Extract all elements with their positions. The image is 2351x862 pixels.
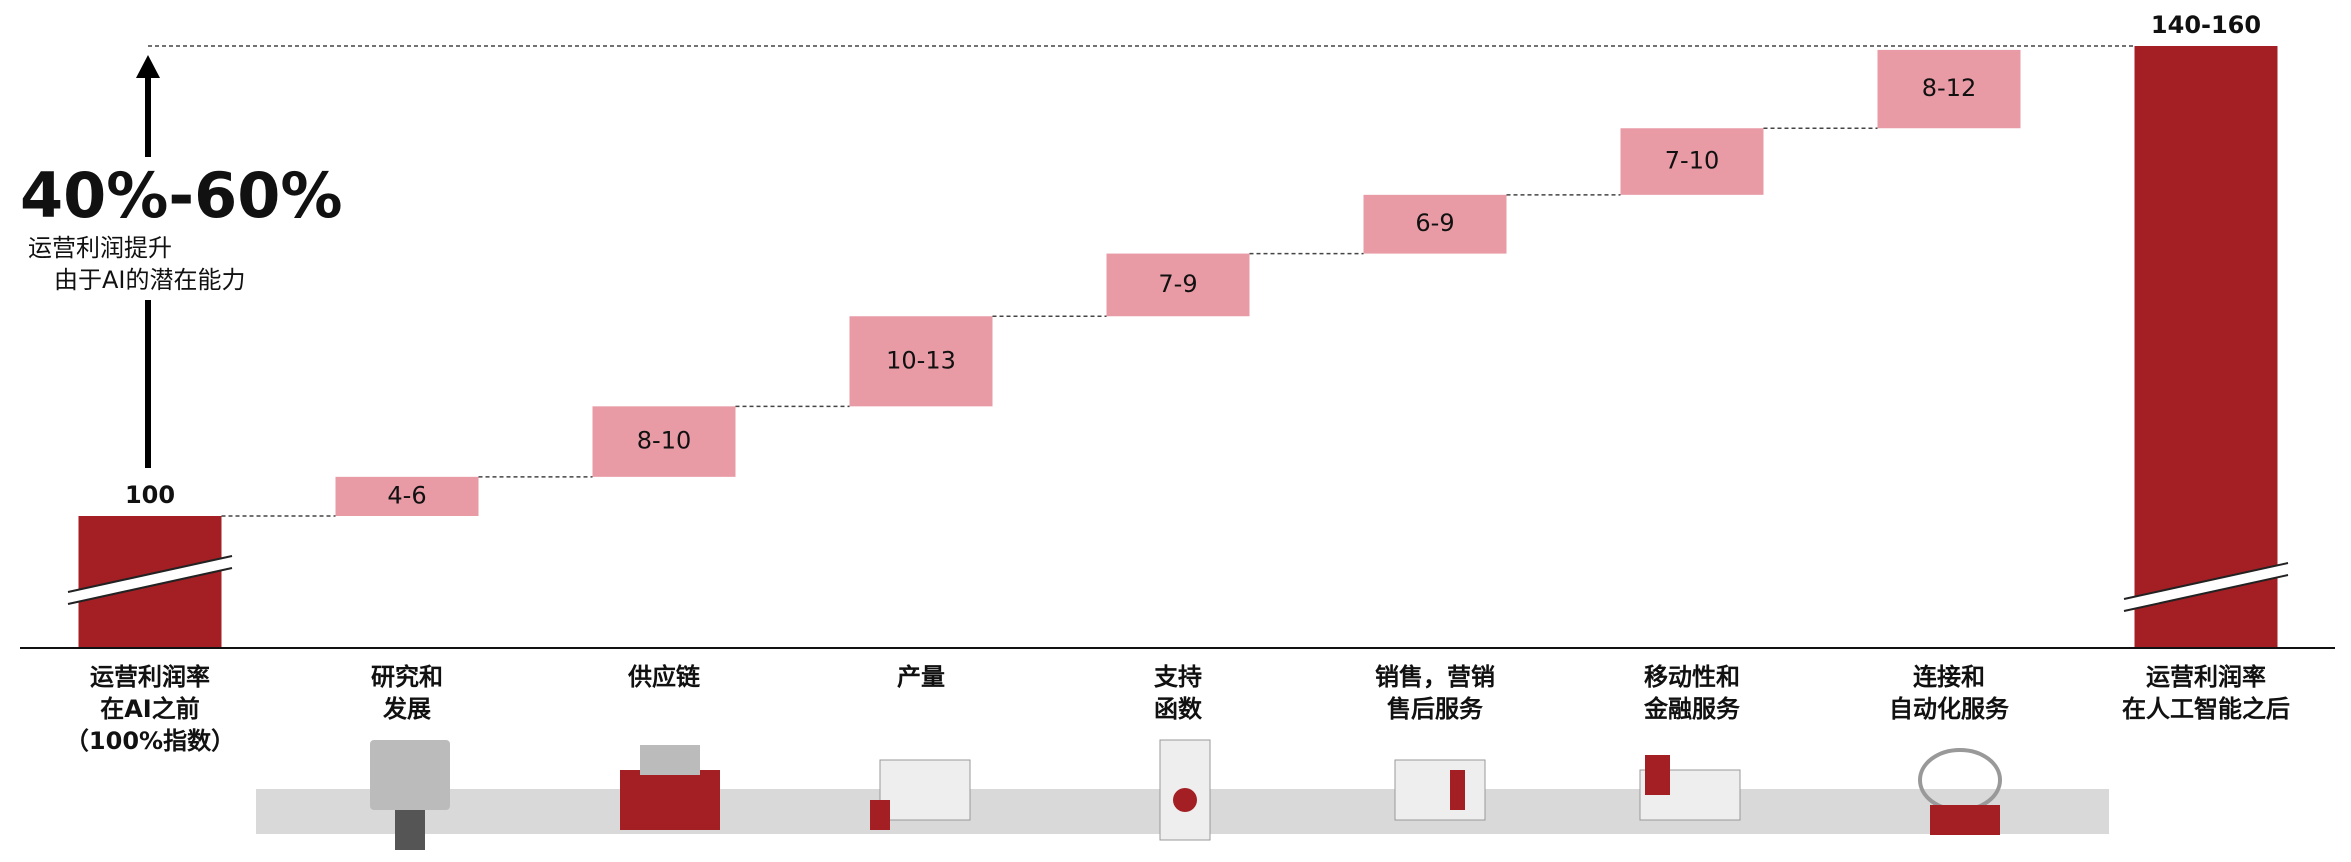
step-bar [849, 316, 993, 407]
category-label: 运营利润率 [90, 663, 210, 691]
category-label: 自动化服务 [1889, 695, 2010, 723]
category-label: 金融服务 [1643, 695, 1741, 723]
axis-break [68, 556, 232, 604]
category-label: 售后服务 [1387, 695, 1484, 723]
illustrations [370, 739, 2002, 850]
annotation-line: 由于AI的潜在能力 [54, 266, 246, 294]
step-label: 7-9 [1158, 270, 1197, 298]
category-label: 产量 [897, 663, 945, 691]
step-label: 7-10 [1665, 147, 1719, 175]
step-label: 6-9 [1415, 209, 1454, 237]
step-label: 4-6 [387, 481, 426, 509]
axis-break-line [2123, 574, 2289, 612]
category-label: 在AI之前 [100, 695, 200, 723]
category-label: 销售，营销 [1375, 663, 1495, 691]
step-bar [335, 476, 479, 516]
category-label: 连接和 [1913, 663, 1985, 691]
step-label: 8-12 [1922, 74, 1976, 102]
end-bar [2134, 46, 2278, 648]
start-label: 100 [125, 481, 175, 509]
category-label: （100%指数） [65, 727, 235, 755]
end-label: 140-160 [2151, 11, 2261, 39]
arrow-head [136, 55, 160, 78]
axis-break-line [2123, 562, 2289, 600]
step-bar [1877, 49, 2021, 129]
headline: 40%-60% [20, 159, 343, 232]
step-bar [1106, 253, 1250, 317]
category-label: 在人工智能之后 [2122, 695, 2290, 723]
axis-break-line [67, 555, 233, 593]
step-label: 10-13 [886, 346, 956, 374]
step-bar [1363, 194, 1507, 254]
step-bar [1620, 128, 1764, 195]
category-label: 运营利润率 [2146, 663, 2266, 691]
category-label: 供应链 [627, 663, 701, 691]
axis-break-line [67, 567, 233, 605]
category-label: 支持 [1154, 663, 1202, 691]
category-label: 移动性和 [1644, 663, 1740, 691]
category-label: 研究和 [371, 663, 443, 691]
category-label: 发展 [382, 695, 431, 723]
step-label: 8-10 [637, 427, 691, 455]
category-label: 函数 [1154, 695, 1203, 723]
step-bar [592, 406, 736, 477]
annotation-line: 运营利润提升 [28, 234, 172, 262]
axis-break [2124, 563, 2288, 611]
